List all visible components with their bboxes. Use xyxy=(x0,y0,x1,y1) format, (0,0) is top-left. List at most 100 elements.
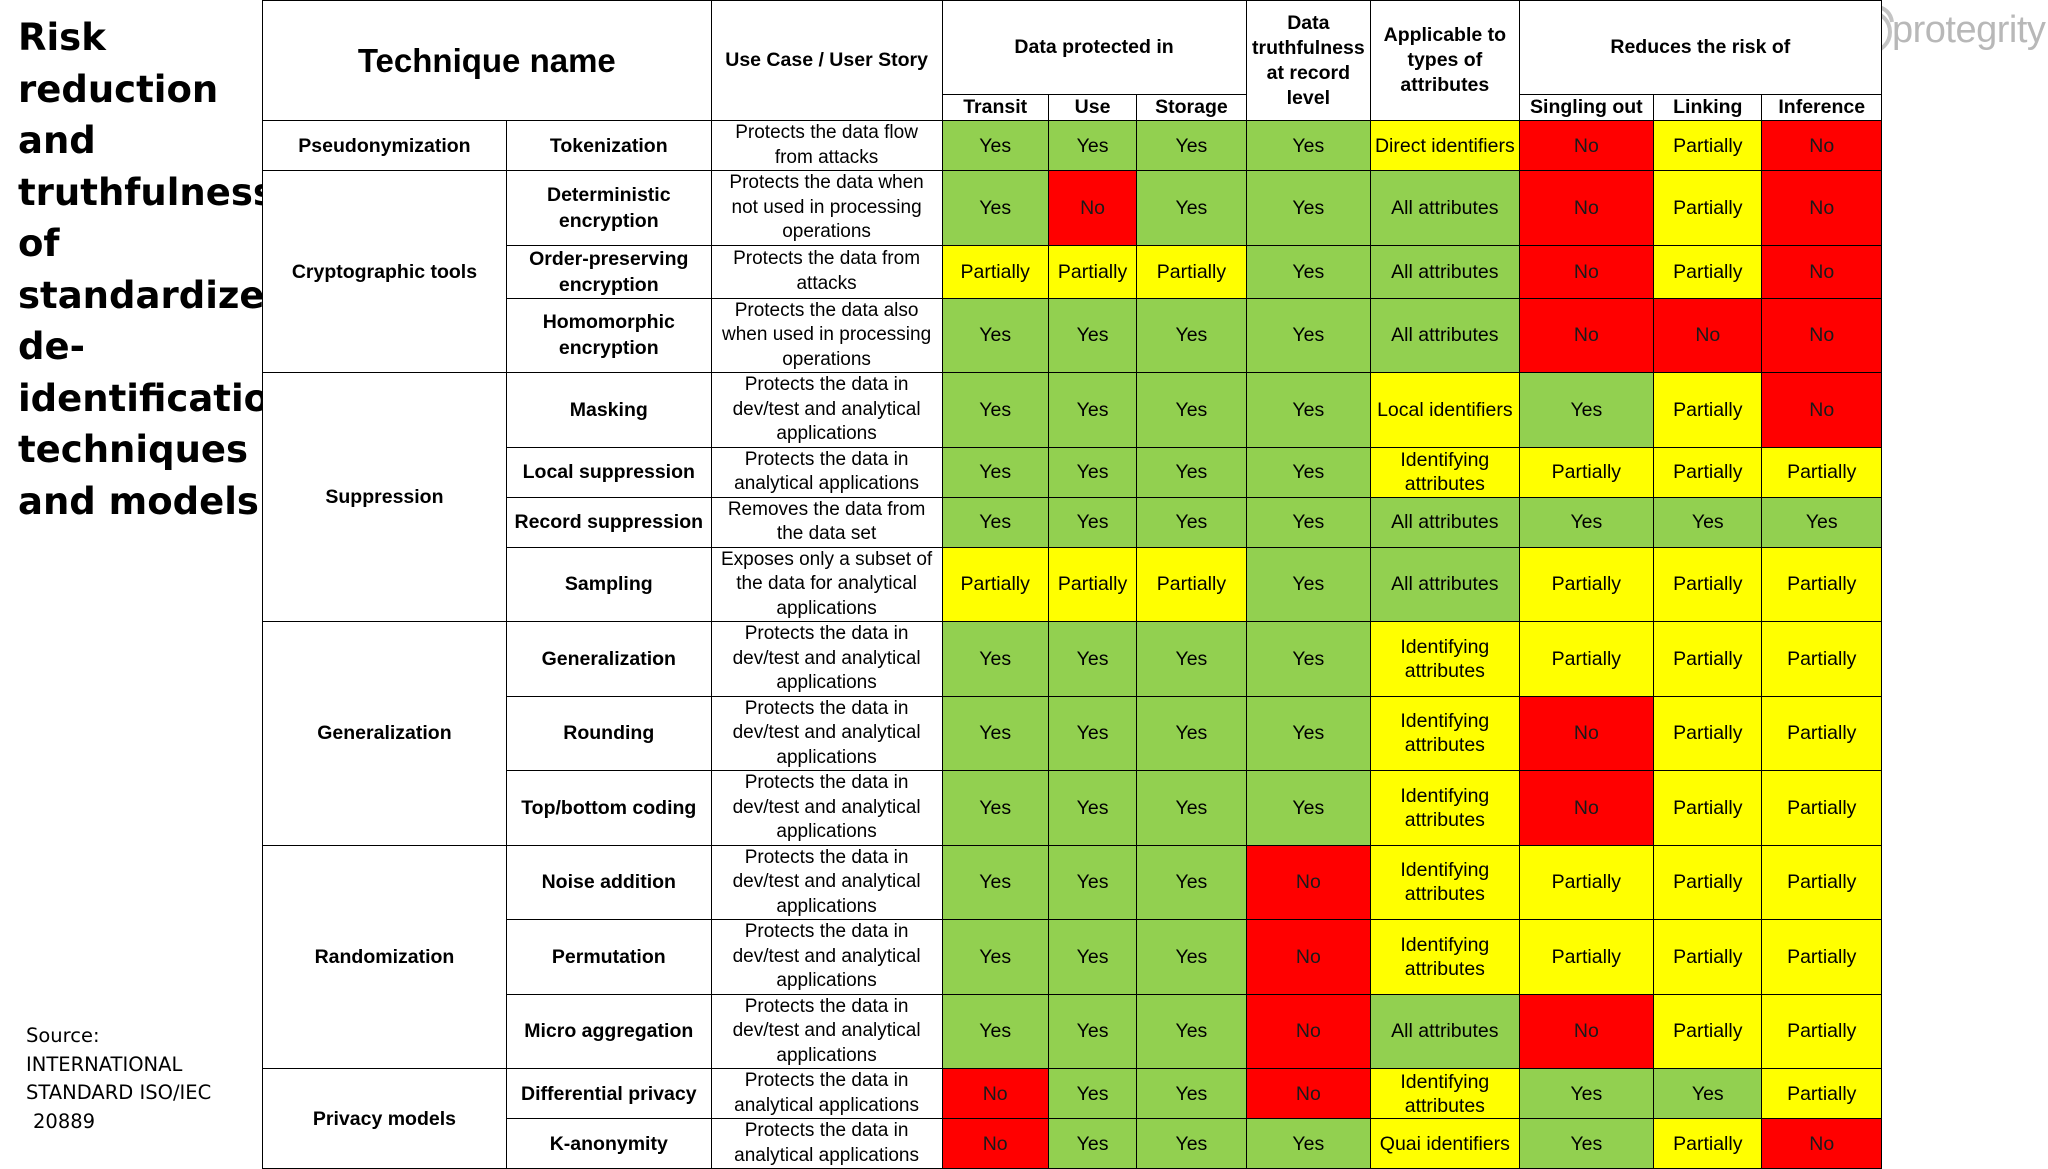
header-applicable: Applicable to types of attributes xyxy=(1370,0,1520,121)
cell-applicable: All attributes xyxy=(1370,496,1520,548)
use-case: Protects the data in dev/test and analyt… xyxy=(710,372,943,448)
cell-use: Yes xyxy=(1047,120,1138,171)
cell-transit: No xyxy=(941,1068,1049,1119)
cell-linking: Yes xyxy=(1653,496,1763,548)
group-name: Pseudonymization xyxy=(262,120,507,171)
cell-transit: Partially xyxy=(941,244,1049,299)
source-label: Source: xyxy=(26,1024,100,1047)
cell-applicable: Identifying attributes xyxy=(1370,695,1520,771)
cell-transit: Yes xyxy=(941,446,1049,498)
table-row: Permutation Protects the data in dev/test… xyxy=(263,919,1882,995)
cell-inference: Partially xyxy=(1761,695,1882,771)
technique-name: Noise addition xyxy=(505,844,712,920)
cell-storage: Yes xyxy=(1136,120,1247,171)
cell-use: Yes xyxy=(1047,372,1138,448)
cell-transit: Yes xyxy=(941,919,1049,995)
cell-singling-out: Partially xyxy=(1518,446,1655,498)
cell-storage: Yes xyxy=(1136,919,1247,995)
cell-storage: Yes xyxy=(1136,372,1247,448)
logo-text: protegrity xyxy=(1892,8,2046,51)
cell-applicable: Identifying attributes xyxy=(1370,919,1520,995)
use-case: Protects the data in analytical applicat… xyxy=(710,1068,943,1119)
cell-inference: Partially xyxy=(1761,993,1882,1069)
technique-name: Sampling xyxy=(505,546,712,622)
cell-storage: Yes xyxy=(1136,1118,1247,1169)
cell-use: No xyxy=(1047,170,1138,246)
cell-singling-out: Yes xyxy=(1518,1068,1655,1119)
cell-use: Yes xyxy=(1047,993,1138,1069)
table-row: Top/bottom coding Protects the data in de… xyxy=(263,770,1882,846)
cell-singling-out: Partially xyxy=(1518,844,1655,920)
cell-applicable: Local identifiers xyxy=(1370,372,1520,448)
group-name: Privacy models xyxy=(262,1068,507,1169)
cell-use: Partially xyxy=(1047,244,1138,299)
cell-transit: Yes xyxy=(941,621,1049,697)
cell-transit: Yes xyxy=(941,297,1049,373)
cell-applicable: Identifying attributes xyxy=(1370,621,1520,697)
use-case: Exposes only a subset of the data for an… xyxy=(710,546,943,622)
cell-singling-out: No xyxy=(1518,297,1655,373)
technique-name: Masking xyxy=(505,372,712,448)
cell-transit: Yes xyxy=(941,770,1049,846)
technique-name: Tokenization xyxy=(505,120,712,171)
header-inference: Inference xyxy=(1761,94,1882,121)
technique-name: Deterministic encryption xyxy=(505,170,712,246)
cell-linking: Partially xyxy=(1653,621,1763,697)
technique-name: Record suppression xyxy=(505,496,712,548)
cell-truthfulness: No xyxy=(1245,1068,1372,1119)
cell-singling-out: No xyxy=(1518,244,1655,299)
cell-applicable: All attributes xyxy=(1370,244,1520,299)
cell-storage: Yes xyxy=(1136,770,1247,846)
cell-singling-out: Partially xyxy=(1518,621,1655,697)
cell-use: Yes xyxy=(1047,621,1138,697)
technique-name: Differential privacy xyxy=(505,1068,712,1119)
cell-storage: Yes xyxy=(1136,993,1247,1069)
cell-use: Yes xyxy=(1047,695,1138,771)
technique-name: Homomorphic encryption xyxy=(505,297,712,373)
use-case: Protects the data in dev/test and analyt… xyxy=(710,993,943,1069)
cell-linking: Partially xyxy=(1653,1118,1763,1169)
cell-storage: Yes xyxy=(1136,695,1247,771)
cell-truthfulness: Yes xyxy=(1245,496,1372,548)
deidentification-table: Technique name Use Case / User Story Dat… xyxy=(262,0,1883,1169)
cell-storage: Yes xyxy=(1136,621,1247,697)
group-name: Cryptographic tools xyxy=(262,170,507,373)
cell-truthfulness: Yes xyxy=(1245,170,1372,246)
use-case: Protects the data when not used in proce… xyxy=(710,170,943,246)
page-title: Risk reduction and truthfulness of stand… xyxy=(18,16,296,523)
table-row: Order-preserving encryption Protects the … xyxy=(263,244,1882,299)
cell-linking: Partially xyxy=(1653,844,1763,920)
use-case: Protects the data in dev/test and analyt… xyxy=(710,919,943,995)
table-row: Rounding Protects the data in dev/test an… xyxy=(263,695,1882,771)
cell-linking: Partially xyxy=(1653,695,1763,771)
header-transit: Transit xyxy=(941,94,1049,121)
cell-truthfulness: No xyxy=(1245,993,1372,1069)
cell-singling-out: Yes xyxy=(1518,372,1655,448)
cell-storage: Yes xyxy=(1136,496,1247,548)
header-data-protected: Data protected in xyxy=(941,0,1247,95)
cell-use: Yes xyxy=(1047,919,1138,995)
cell-applicable: Identifying attributes xyxy=(1370,844,1520,920)
group-name: Randomization xyxy=(262,844,507,1069)
table-row: Pseudonymization Tokenization Protects the… xyxy=(262,120,1882,171)
header-use: Use xyxy=(1047,94,1138,121)
use-case: Protects the data in analytical applicat… xyxy=(710,446,943,498)
header-technique-name: Technique name xyxy=(262,0,712,121)
protegrity-logo: protegrity xyxy=(1846,2,2046,58)
cell-storage: Yes xyxy=(1136,170,1247,246)
cell-inference: No xyxy=(1761,297,1882,373)
use-case: Protects the data flow from attacks xyxy=(710,120,943,171)
table-row: Homomorphic encryption Protects the data … xyxy=(263,297,1882,373)
cell-linking: Partially xyxy=(1653,993,1763,1069)
cell-inference: Partially xyxy=(1761,1068,1882,1119)
cell-linking: Partially xyxy=(1653,770,1763,846)
technique-name: Micro aggregation xyxy=(505,993,712,1069)
cell-transit: Yes xyxy=(941,695,1049,771)
cell-truthfulness: Yes xyxy=(1245,446,1372,498)
cell-singling-out: No xyxy=(1518,120,1655,171)
cell-inference: Partially xyxy=(1761,844,1882,920)
cell-truthfulness: No xyxy=(1245,844,1372,920)
cell-storage: Yes xyxy=(1136,844,1247,920)
cell-linking: Partially xyxy=(1653,446,1763,498)
header-use-case: Use Case / User Story xyxy=(710,0,943,121)
